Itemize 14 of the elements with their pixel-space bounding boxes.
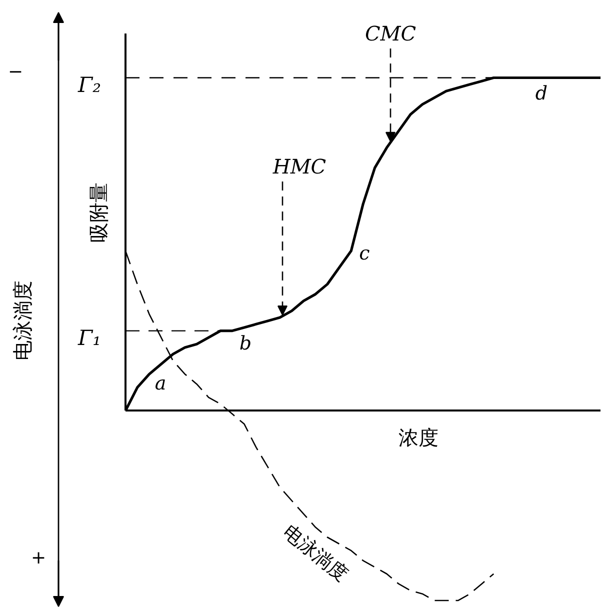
y2-axis-title: 电泳淌度: [10, 280, 34, 360]
y-axis-title: 吸附量: [86, 182, 110, 242]
text: CMC: [364, 22, 416, 46]
x-axis-title: 浓度: [398, 426, 438, 450]
ref-line-label: Γ₂: [76, 72, 101, 97]
annotation: d: [535, 82, 548, 104]
text: +: [30, 548, 46, 568]
annotation: a: [154, 372, 166, 394]
ref-line-label: Γ₁: [76, 326, 101, 350]
annotation: b: [239, 332, 252, 354]
text: 电泳淌度: [278, 520, 352, 586]
annotation: HMC: [272, 154, 326, 178]
text: −: [8, 62, 24, 82]
annotation: c: [359, 242, 370, 264]
